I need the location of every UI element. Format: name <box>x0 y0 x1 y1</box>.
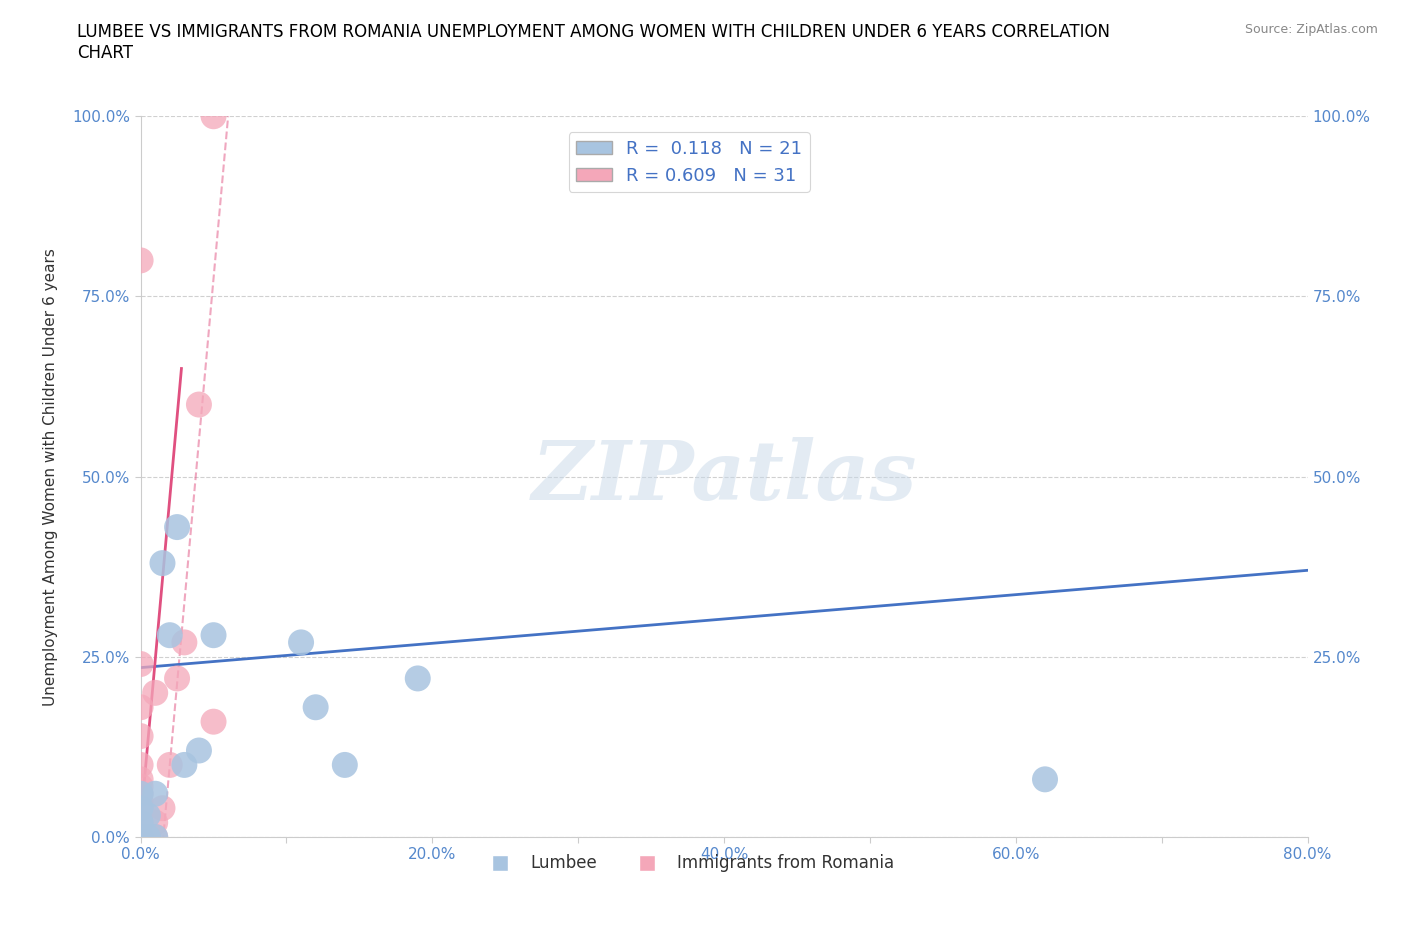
Point <box>129 772 152 787</box>
Point <box>129 700 152 715</box>
Point <box>166 520 188 535</box>
Point <box>406 671 429 686</box>
Point <box>129 830 152 844</box>
Point <box>129 830 152 844</box>
Point <box>129 830 152 844</box>
Point <box>173 757 195 772</box>
Point <box>129 808 152 823</box>
Point <box>152 556 174 571</box>
Point <box>129 801 152 816</box>
Point <box>129 657 152 671</box>
Point <box>129 815 152 830</box>
Text: Source: ZipAtlas.com: Source: ZipAtlas.com <box>1244 23 1378 36</box>
Point <box>129 830 152 844</box>
Point <box>159 757 181 772</box>
Text: LUMBEE VS IMMIGRANTS FROM ROMANIA UNEMPLOYMENT AMONG WOMEN WITH CHILDREN UNDER 6: LUMBEE VS IMMIGRANTS FROM ROMANIA UNEMPL… <box>77 23 1111 62</box>
Point <box>188 743 211 758</box>
Point <box>143 787 166 802</box>
Point <box>129 830 152 844</box>
Point <box>136 808 159 823</box>
Point <box>129 787 152 802</box>
Point <box>202 714 225 729</box>
Point <box>333 757 356 772</box>
Point <box>290 635 312 650</box>
Y-axis label: Unemployment Among Women with Children Under 6 years: Unemployment Among Women with Children U… <box>44 247 58 706</box>
Point <box>1033 772 1056 787</box>
Point <box>129 779 152 794</box>
Text: ZIPatlas: ZIPatlas <box>531 436 917 517</box>
Point <box>143 830 166 844</box>
Point <box>136 830 159 844</box>
Point <box>129 830 152 844</box>
Point <box>143 815 166 830</box>
Point <box>129 801 152 816</box>
Point <box>143 830 166 844</box>
Point <box>202 628 225 643</box>
Point <box>129 830 152 844</box>
Point <box>188 397 211 412</box>
Point <box>305 700 328 715</box>
Point <box>129 830 152 844</box>
Point <box>136 830 159 844</box>
Point <box>129 757 152 772</box>
Point <box>129 793 152 808</box>
Point <box>129 815 152 830</box>
Point <box>143 685 166 700</box>
Point <box>159 628 181 643</box>
Legend: Lumbee, Immigrants from Romania: Lumbee, Immigrants from Romania <box>477 848 901 879</box>
Point <box>129 787 152 802</box>
Point <box>129 729 152 744</box>
Point <box>173 635 195 650</box>
Point <box>129 830 152 844</box>
Point <box>129 830 152 844</box>
Point <box>152 801 174 816</box>
Point <box>129 253 152 268</box>
Point <box>166 671 188 686</box>
Point <box>202 109 225 124</box>
Point <box>129 830 152 844</box>
